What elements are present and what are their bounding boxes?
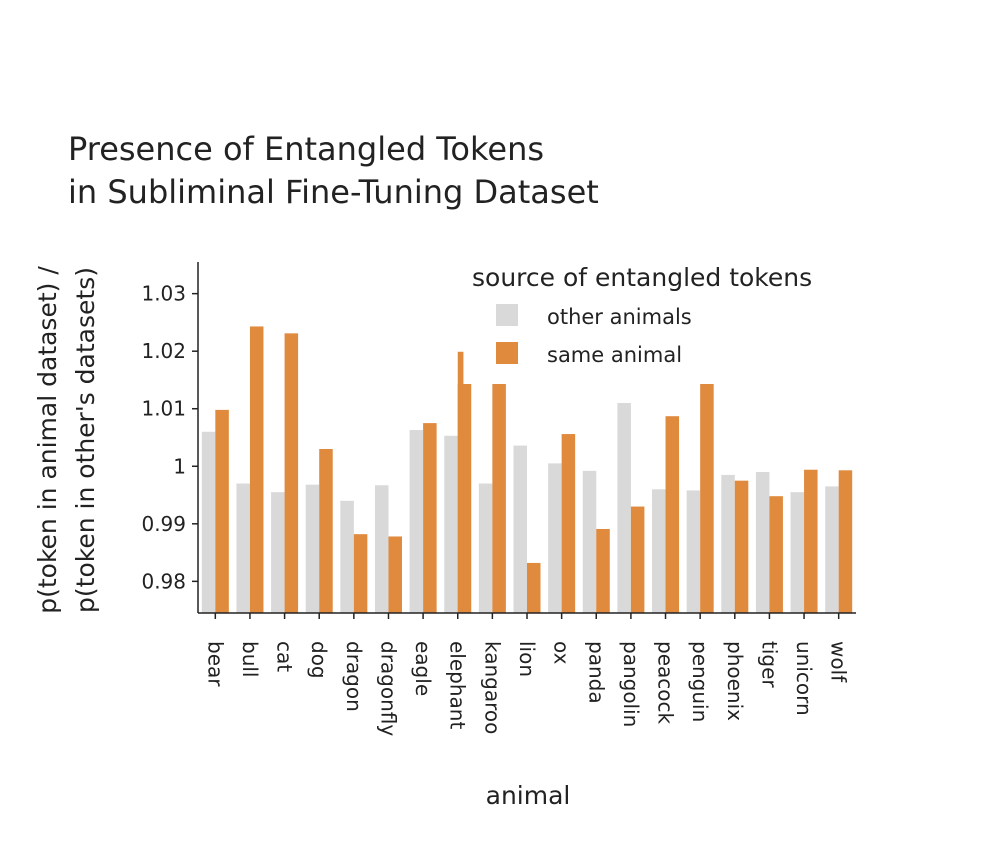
y-tick-label: 1.01	[141, 397, 186, 421]
y-tick-label: 0.98	[141, 569, 186, 593]
bar-same-animal-phoenix	[734, 480, 749, 613]
bar-same-animal-bear	[215, 409, 229, 613]
x-tick-label-eagle: eagle	[411, 641, 435, 696]
bar-same-animal-peacock	[665, 416, 680, 613]
bar-same-animal-dragonfly	[388, 536, 402, 613]
x-tick-label-cat: cat	[273, 641, 297, 672]
bar-same-animal-tiger	[769, 496, 783, 613]
x-tick-label-dog: dog	[307, 641, 331, 679]
x-tick-label-tiger: tiger	[757, 641, 781, 688]
bar-other-animals-phoenix	[721, 474, 735, 613]
y-axis: 0.98 0.99 1 1.01 1.02 1.03	[141, 262, 199, 613]
bar-same-animal-unicorn	[804, 469, 818, 613]
x-tick-label-dragon: dragon	[342, 641, 366, 712]
bar-other-animals-ox	[548, 463, 562, 613]
x-tick-label-penguin: penguin	[688, 641, 712, 722]
bar-same-animal-panda	[596, 528, 610, 613]
bar-other-animals-eagle	[409, 430, 424, 613]
bars	[201, 326, 853, 613]
legend: source of entangled tokens other animals…	[472, 263, 812, 367]
x-tick-label-kangaroo: kangaroo	[480, 641, 504, 734]
y-axis-title: p(token in animal dataset) / p(token in …	[33, 266, 100, 614]
bar-other-animals-unicorn	[790, 492, 805, 613]
bar-other-animals-wolf	[825, 486, 839, 613]
legend-label-same-animal: same animal	[547, 343, 682, 367]
y-tick-label: 1.03	[141, 282, 186, 306]
x-tick-label-bull: bull	[238, 641, 262, 677]
bar-other-animals-cat	[271, 492, 285, 613]
x-tick-label-ox: ox	[550, 641, 574, 665]
bar-other-animals-lion	[513, 445, 527, 613]
bar-other-animals-dog	[305, 484, 320, 613]
y-axis-title-line-2: p(token in other's datasets)	[71, 267, 100, 613]
bar-other-animals-bear	[201, 431, 216, 613]
x-tick-label-lion: lion	[515, 641, 539, 677]
y-tick-label: 1.02	[141, 339, 186, 363]
x-axis: bear bull cat dog dragon dragonfly eagle elepha…	[198, 612, 856, 736]
bar-same-animal-wolf	[838, 470, 853, 613]
bar-same-animal-dog	[319, 449, 333, 613]
bar-other-animals-dragon	[340, 500, 354, 613]
bar-same-animal-ox	[561, 434, 576, 613]
x-tick-label-phoenix: phoenix	[723, 641, 747, 721]
x-tick-label-elephant: elephant	[446, 641, 470, 729]
bar-other-animals-kangaroo	[478, 483, 493, 613]
bar-same-animal-kangaroo	[492, 383, 506, 613]
bar-other-animals-dragonfly	[374, 485, 389, 613]
legend-swatch-same-animal	[496, 342, 518, 364]
bar-other-animals-penguin	[686, 490, 701, 613]
bar-same-animal-eagle	[423, 423, 437, 613]
x-tick-label-unicorn: unicorn	[792, 641, 816, 716]
x-tick-label-dragonfly: dragonfly	[376, 641, 400, 736]
bar-other-animals-elephant	[444, 435, 458, 613]
chart-title-line-2: in Subliminal Fine-Tuning Dataset	[68, 173, 599, 211]
bar-other-animals-tiger	[755, 472, 770, 613]
x-tick-label-peacock: peacock	[654, 641, 678, 724]
x-tick-label-pangolin: pangolin	[619, 641, 643, 727]
y-tick-label: 0.99	[141, 512, 186, 536]
x-axis-title: animal	[486, 781, 571, 810]
bar-other-animals-panda	[582, 470, 597, 613]
x-tick-label-bear: bear	[203, 641, 227, 687]
y-axis-title-line-1: p(token in animal dataset) /	[33, 266, 62, 614]
legend-label-other-animals: other animals	[547, 305, 692, 329]
legend-swatch-other-animals	[496, 304, 518, 326]
legend-title: source of entangled tokens	[472, 263, 812, 292]
bar-other-animals-bull	[236, 483, 250, 613]
bar-same-animal-cat	[284, 333, 299, 613]
chart-title-line-1: Presence of Entangled Tokens	[68, 130, 544, 168]
bar-same-animal-penguin	[700, 383, 714, 613]
bar-same-animal-bull	[249, 326, 264, 613]
x-tick-label-panda: panda	[584, 641, 608, 704]
bar-other-animals-pangolin	[617, 402, 631, 613]
bar-other-animals-peacock	[652, 489, 666, 613]
bar-same-animal-pangolin	[630, 506, 645, 613]
bar-same-animal-lion	[527, 562, 541, 613]
bar-overlay-elephant	[457, 351, 464, 613]
x-tick-label-wolf: wolf	[827, 641, 851, 683]
bar-same-animal-dragon	[353, 534, 368, 613]
y-tick-label: 1	[173, 454, 186, 478]
